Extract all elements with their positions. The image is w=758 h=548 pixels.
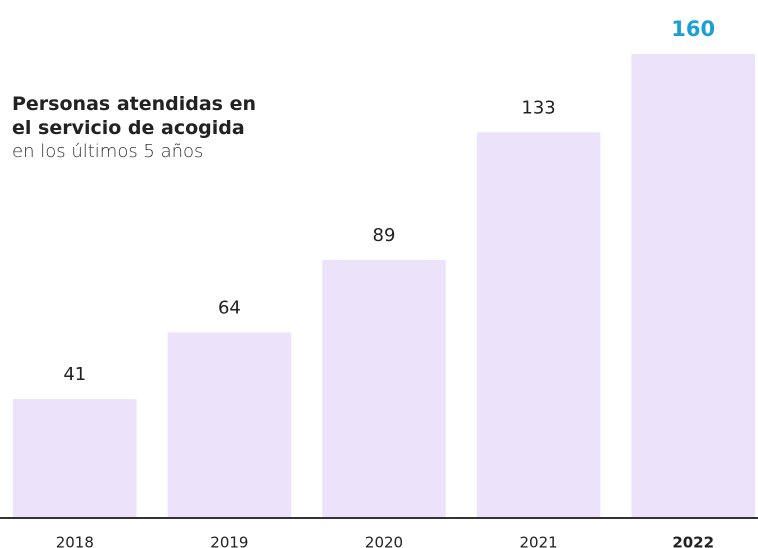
x-tick-label: 2022 xyxy=(672,534,714,548)
chart-title: Personas atendidas en el servicio de aco… xyxy=(12,93,257,139)
bar xyxy=(322,259,446,518)
value-label: 64 xyxy=(218,297,241,318)
bar xyxy=(167,332,292,518)
bar xyxy=(476,132,601,519)
value-label: 133 xyxy=(521,97,555,118)
chart-subtitle: en los últimos 5 años xyxy=(12,141,204,162)
value-label: 160 xyxy=(671,17,715,41)
x-tick-label: 2019 xyxy=(210,534,248,548)
value-label: 89 xyxy=(373,225,396,246)
x-tick-label: 2020 xyxy=(365,534,403,548)
bar xyxy=(13,399,137,518)
heading: Personas atendidas en el servicio de aco… xyxy=(12,92,272,164)
x-tick-label: 2018 xyxy=(56,534,94,548)
bar xyxy=(631,54,755,518)
x-tick-label: 2021 xyxy=(520,534,558,548)
value-label: 41 xyxy=(63,364,86,385)
